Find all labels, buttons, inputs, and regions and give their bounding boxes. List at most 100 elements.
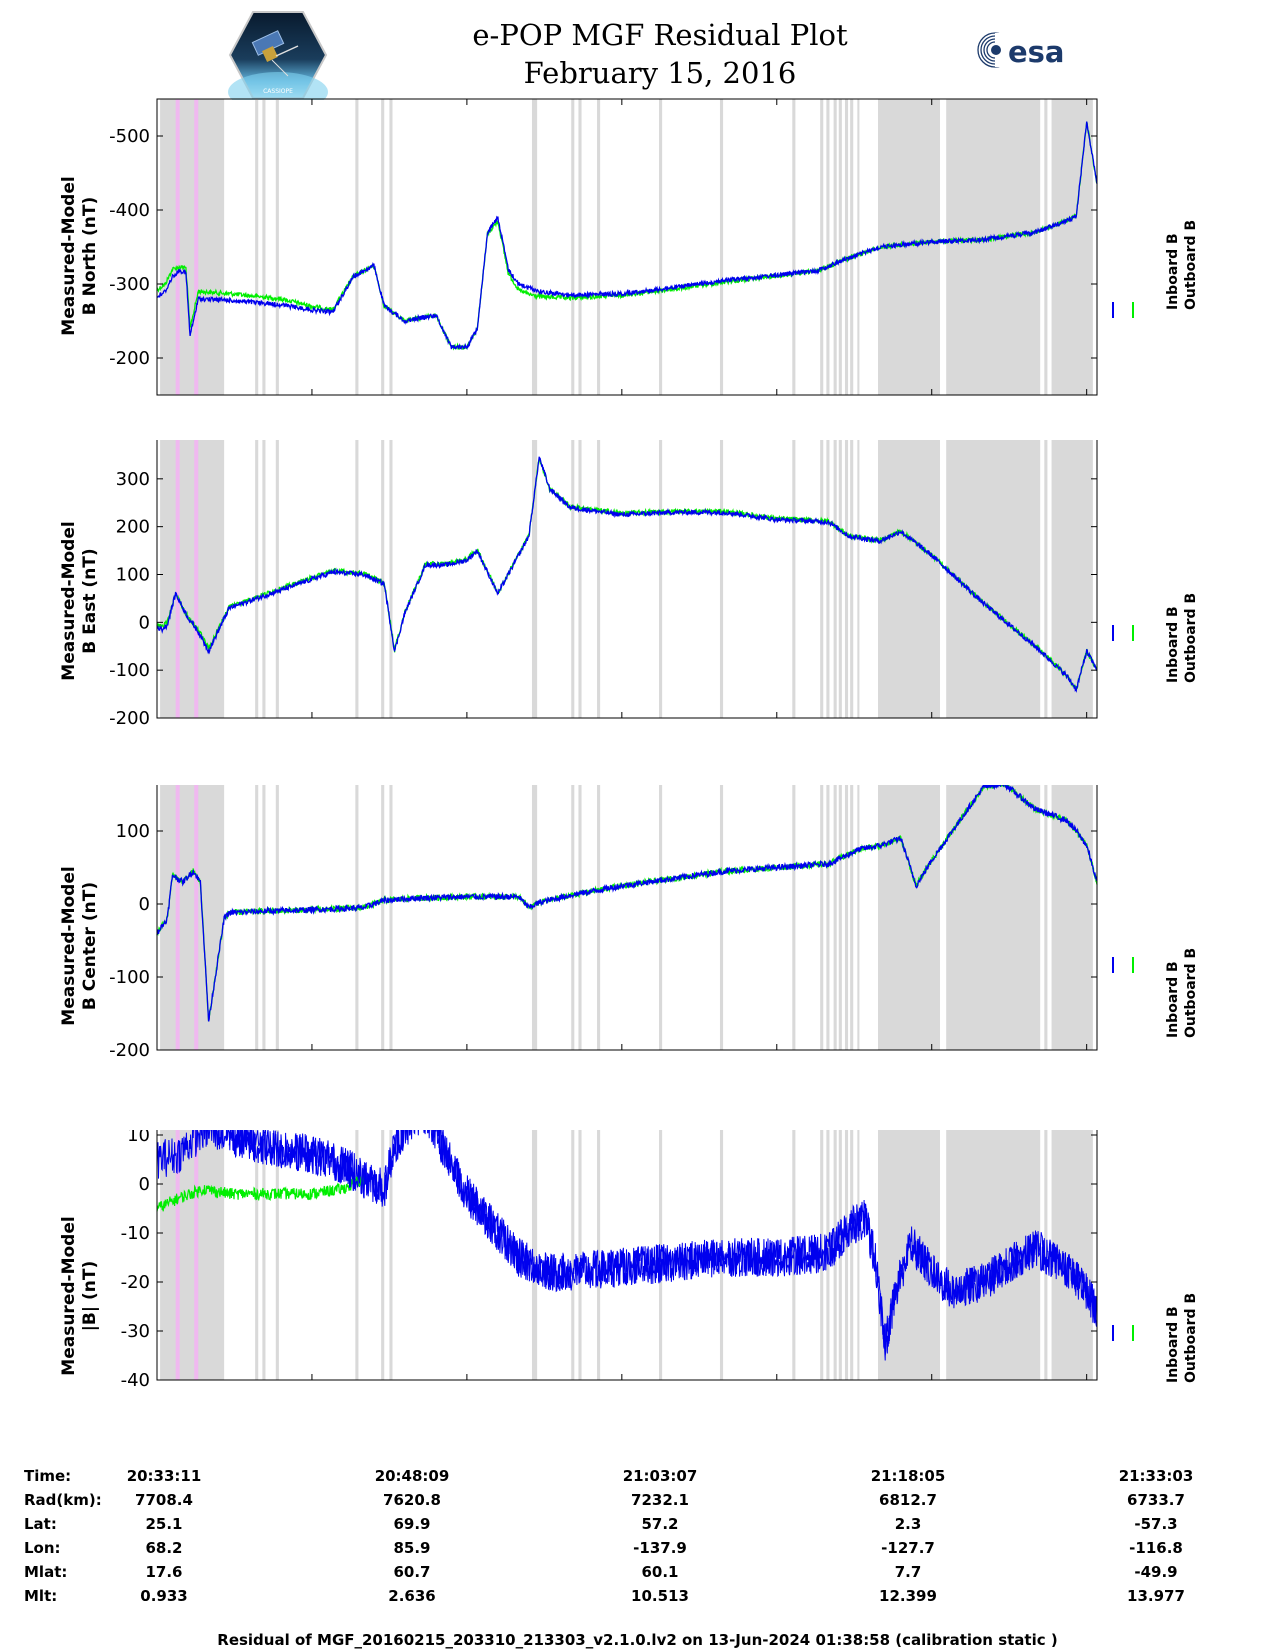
data-gap — [160, 785, 225, 1050]
plot-frame — [156, 98, 1098, 396]
info-mlt: 0.933 — [140, 1587, 188, 1605]
legend-outboard-label: Outboard B — [1183, 1292, 1199, 1383]
legend-inboard-label: Inboard B — [1165, 1306, 1181, 1383]
data-gap — [571, 99, 575, 395]
info-time: 20:48:09 — [374, 1467, 450, 1485]
event-marker — [194, 1130, 199, 1380]
data-gap — [1051, 99, 1093, 395]
data-gap — [355, 99, 359, 395]
legend-outboard-label: Outboard B — [1183, 947, 1199, 1038]
data-gap — [381, 785, 385, 1050]
data-gap — [1044, 1130, 1048, 1380]
data-gap — [255, 1130, 259, 1380]
data-gap — [381, 1130, 385, 1380]
info-mlat: 60.7 — [393, 1563, 431, 1581]
info-label-lon: Lon: — [24, 1539, 61, 1557]
data-gap — [659, 99, 663, 395]
data-gap — [262, 440, 266, 718]
data-gap — [571, 1130, 575, 1380]
data-gap — [844, 785, 849, 1050]
data-gap — [262, 99, 266, 395]
legend-inboard-label: Inboard B — [1165, 233, 1181, 310]
legend-center: Inboard B Outboard B — [1164, 918, 1200, 1038]
y-tick-label: -200 — [109, 708, 150, 729]
y-tick-label: 100 — [116, 821, 150, 842]
event-marker — [175, 1130, 180, 1380]
info-rad: 7708.4 — [135, 1491, 193, 1509]
data-gap — [275, 785, 279, 1050]
data-gap — [597, 99, 601, 395]
event-marker — [194, 440, 199, 718]
data-gap — [597, 785, 601, 1050]
data-gap-regions — [160, 785, 1093, 1050]
info-mlat: 60.1 — [641, 1563, 679, 1581]
esa-swirl-icon — [977, 32, 1017, 68]
legend-magnitude: Inboard B Outboard B — [1164, 1263, 1200, 1383]
data-gap — [531, 99, 538, 395]
data-gap — [857, 785, 860, 1050]
data-gap — [571, 440, 575, 718]
data-gap — [381, 99, 385, 395]
y-tick-label: 0 — [139, 894, 150, 915]
cassiope-logo-text: CASSIOPE — [263, 88, 293, 95]
panel-b-magnitude: 20100-10-20-30-40 — [121, 1130, 1134, 1391]
ylabel-east-line2: B East (nT) — [80, 548, 100, 654]
data-gap — [262, 785, 266, 1050]
data-gap — [838, 99, 842, 395]
data-gap — [833, 785, 837, 1050]
data-gap — [389, 785, 393, 1050]
info-mlt: 13.977 — [1127, 1587, 1185, 1605]
data-gap — [659, 785, 663, 1050]
footer-caption: Residual of MGF_20160215_203310_213303_v… — [217, 1631, 1058, 1649]
y-tick-label: 400 — [116, 440, 150, 442]
info-label-rad: Rad(km): — [24, 1491, 102, 1509]
info-label-time: Time: — [24, 1467, 72, 1485]
ylabel-magnitude-line1: Measured-Model — [59, 1216, 79, 1376]
data-gap — [275, 99, 279, 395]
y-tick-label: -30 — [121, 1321, 150, 1342]
data-gap — [850, 440, 854, 718]
data-gap — [578, 1130, 582, 1380]
orbit-info-table: Time: Rad(km): Lat: Lon: Mlat: Mlt: 20:3… — [0, 1467, 1275, 1617]
data-gap — [838, 785, 842, 1050]
data-gap — [844, 1130, 849, 1380]
event-marker — [175, 99, 180, 395]
data-gap — [389, 1130, 393, 1380]
panel-b-north: -200 -300 -400 -500 — [109, 98, 1134, 396]
info-mlt: 12.399 — [879, 1587, 937, 1605]
data-gap — [878, 440, 940, 718]
y-tick-label: 100 — [116, 565, 150, 586]
data-gap — [838, 440, 842, 718]
data-gap — [946, 440, 1041, 718]
cassiope-logo: CASSIOPE — [228, 11, 328, 100]
data-gap — [792, 785, 796, 1050]
data-gap — [857, 1130, 860, 1380]
y-tick-label: 10 — [127, 1130, 150, 1146]
data-gap — [833, 440, 837, 718]
data-gap — [820, 99, 824, 395]
y-tick-label: -300 — [109, 274, 150, 295]
data-gap — [946, 99, 1041, 395]
data-gap — [531, 1130, 538, 1380]
info-lat: 25.1 — [145, 1515, 183, 1533]
plot-date: February 15, 2016 — [523, 56, 797, 90]
legend-inboard-label: Inboard B — [1165, 606, 1181, 683]
data-gap — [719, 440, 724, 718]
y-tick-label: 300 — [116, 469, 150, 490]
data-gap — [826, 785, 830, 1050]
data-gap — [531, 785, 538, 1050]
y-tick-label: 0 — [139, 1174, 150, 1195]
data-gap — [571, 785, 575, 1050]
esa-logo: esa — [977, 32, 1065, 69]
info-label-lat: Lat: — [24, 1515, 57, 1533]
data-gap — [844, 440, 849, 718]
ylabel-magnitude-line2: |B| (nT) — [80, 1260, 100, 1332]
series-inboard-line — [156, 121, 1098, 351]
data-gap — [850, 99, 854, 395]
plot-title: e-POP MGF Residual Plot — [472, 18, 848, 52]
info-lat: 57.2 — [641, 1515, 679, 1533]
y-tick-label: -500 — [109, 126, 150, 147]
legend-inboard-label: Inboard B — [1165, 961, 1181, 1038]
data-gap — [820, 440, 824, 718]
satellite-icon — [251, 30, 299, 77]
